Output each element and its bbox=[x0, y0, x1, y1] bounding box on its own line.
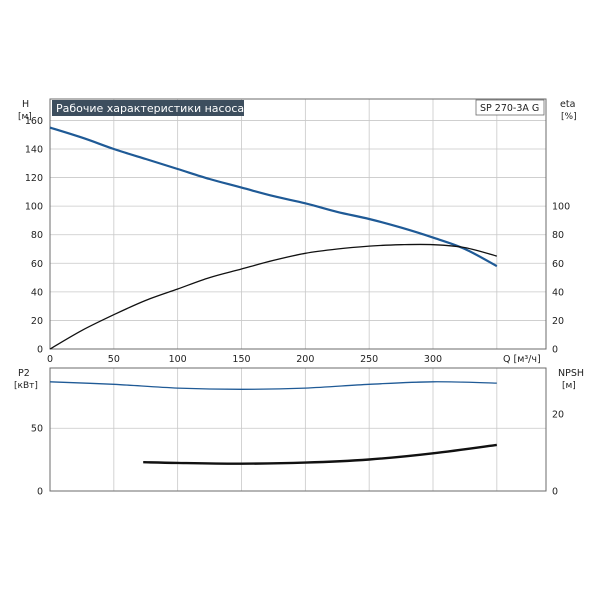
x-tick-label: 100 bbox=[169, 354, 187, 365]
y-tick-label-right: 0 bbox=[552, 345, 558, 356]
chart-title-bg bbox=[52, 100, 244, 116]
model-label: SP 270-3A G bbox=[480, 103, 539, 114]
y-axis-label-left: P2 bbox=[18, 368, 30, 379]
y-tick-label-left: 0 bbox=[37, 487, 43, 498]
y-tick-label-right: 40 bbox=[552, 287, 564, 298]
x-axis-label: Q [м³/ч] bbox=[503, 354, 541, 365]
y-tick-label-left: 60 bbox=[31, 259, 43, 270]
y-tick-label-right: 20 bbox=[552, 316, 564, 327]
y-tick-label-left: 20 bbox=[31, 316, 43, 327]
y-axis-label-right: eta bbox=[560, 99, 575, 110]
x-tick-label: 50 bbox=[108, 354, 120, 365]
y-tick-label-left: 140 bbox=[25, 145, 43, 156]
y-tick-label-left: 40 bbox=[31, 287, 43, 298]
y-tick-label-left: 160 bbox=[25, 116, 43, 127]
y-tick-label-left: 50 bbox=[31, 424, 43, 435]
series-line-h bbox=[49, 126, 498, 268]
y-axis-label-right: NPSH bbox=[558, 368, 584, 379]
y-tick-label-left: 80 bbox=[31, 230, 43, 241]
top-panel: Рабочие характеристики насоса SP 270-3A G… bbox=[18, 98, 577, 365]
series-line-eta bbox=[49, 243, 497, 350]
bottom-panel: P2 [кВт] NPSH [м] 0 50 0 20 bbox=[14, 367, 584, 498]
y-tick-label-left: 100 bbox=[25, 202, 43, 213]
series-line-npsh bbox=[143, 443, 497, 465]
y-tick-label-left: 0 bbox=[37, 345, 43, 356]
top-plot-frame bbox=[49, 98, 547, 350]
y-axis-unit-right: [м] bbox=[562, 381, 576, 391]
y-axis-label-left: H bbox=[22, 99, 29, 110]
x-tick-label: 150 bbox=[232, 354, 250, 365]
y-tick-label-right: 80 bbox=[552, 230, 564, 241]
x-tick-label: 200 bbox=[296, 354, 314, 365]
chart-title: Рабочие характеристики насоса bbox=[56, 102, 244, 115]
y-tick-label-left: 120 bbox=[25, 173, 43, 184]
x-tick-label: 0 bbox=[47, 354, 53, 365]
y-axis-unit-left: [м] bbox=[18, 112, 32, 122]
y-tick-label-right: 100 bbox=[552, 202, 570, 213]
y-axis-unit-left: [кВт] bbox=[14, 381, 38, 391]
bottom-plot-frame bbox=[49, 367, 547, 492]
x-tick-label: 250 bbox=[360, 354, 378, 365]
series-line-p2 bbox=[49, 381, 497, 390]
y-tick-label-right: 0 bbox=[552, 487, 558, 498]
y-axis-unit-right: [%] bbox=[561, 112, 577, 122]
model-label-box bbox=[475, 99, 545, 116]
y-tick-label-right: 20 bbox=[552, 410, 564, 421]
y-tick-label-right: 60 bbox=[552, 259, 564, 270]
x-tick-label: 300 bbox=[424, 354, 442, 365]
